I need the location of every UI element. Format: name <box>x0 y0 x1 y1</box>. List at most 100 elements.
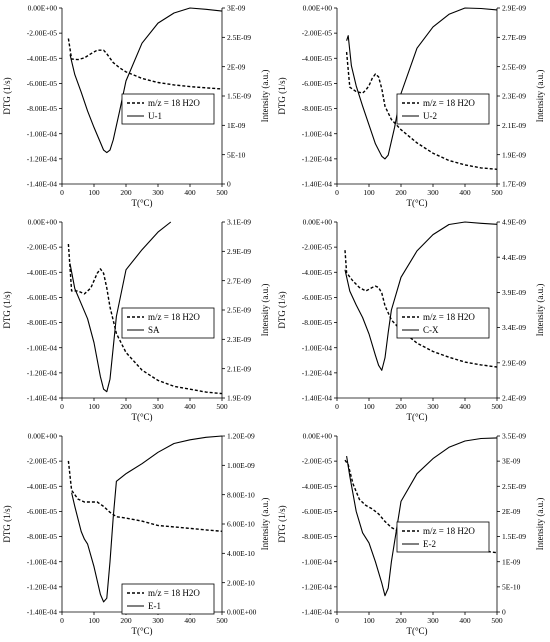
x-tick-label: 100 <box>363 616 375 625</box>
y-left-tick-label: -2.00E-05 <box>302 243 332 252</box>
h2o-dashed-series-line <box>67 38 223 90</box>
y-right-tick-label: 1.7E-09 <box>502 180 526 189</box>
y-left-tick-label: -2.00E-05 <box>27 243 57 252</box>
y-right-tick-label: 4.00E-10 <box>227 549 255 558</box>
x-tick-label: 300 <box>152 402 164 411</box>
legend-box <box>396 521 490 553</box>
y-left-tick-label: -1.40E-04 <box>302 180 332 189</box>
x-tick-label: 100 <box>88 616 100 625</box>
y-left-tick-label: 0.00E+00 <box>303 218 333 227</box>
y-right-tick-label: 2.5E-09 <box>502 62 526 71</box>
y-left-axis-label: DTG (1/s) <box>2 291 12 328</box>
y-left-tick-label: -4.00E-05 <box>27 482 57 491</box>
y-right-axis-label: Intensity (a.u.) <box>535 70 545 123</box>
y-right-tick-label: 3.9E-09 <box>502 288 526 297</box>
y-left-tick-label: -6.00E-05 <box>302 79 332 88</box>
x-tick-label: 300 <box>152 616 164 625</box>
h2o-dashed-series-line <box>344 250 498 368</box>
y-left-axis-label: DTG (1/s) <box>2 77 12 114</box>
chart-svg: 0.00E+00 -2.00E-05 -4.00E-05 -6.00E-05 -8.00… <box>277 4 545 208</box>
x-tick-label: 400 <box>184 616 196 625</box>
y-left-tick-label: -8.00E-05 <box>27 104 57 113</box>
x-tick-label: 100 <box>88 402 100 411</box>
dtg-solid-series-line <box>69 7 223 154</box>
y-left-tick-label: -8.00E-05 <box>27 318 57 327</box>
y-left-tick-label: -6.00E-05 <box>27 293 57 302</box>
x-axis-label: T(°C) <box>406 626 427 636</box>
x-tick-label: 100 <box>363 188 375 197</box>
y-left-axis-label: DTG (1/s) <box>277 77 287 114</box>
y-left-tick-label: -2.00E-05 <box>27 29 57 38</box>
legend-box <box>121 583 215 615</box>
y-right-tick-label: 1.5E-09 <box>502 532 526 541</box>
x-tick-label: 0 <box>335 616 339 625</box>
x-tick-label: 400 <box>184 188 196 197</box>
y-right-tick-label: 1.00E-09 <box>227 461 255 470</box>
y-right-tick-label: 5E-10 <box>502 582 521 591</box>
y-left-tick-label: -8.00E-05 <box>27 532 57 541</box>
x-tick-label: 0 <box>335 188 339 197</box>
y-right-tick-label: 8.00E-10 <box>227 490 255 499</box>
x-tick-label: 100 <box>88 188 100 197</box>
x-tick-label: 400 <box>459 616 471 625</box>
x-tick-label: 100 <box>363 402 375 411</box>
x-tick-label: 200 <box>120 188 132 197</box>
y-right-tick-label: 1.5E-09 <box>227 92 251 101</box>
y-left-tick-label: -1.20E-04 <box>27 582 57 591</box>
y-left-tick-label: -1.20E-04 <box>302 582 332 591</box>
y-right-tick-label: 2.7E-09 <box>502 33 526 42</box>
y-right-tick-label: 2.9E-09 <box>502 4 526 13</box>
legend-box <box>121 93 215 125</box>
legend-label-h2o: m/z = 18 H2O <box>148 588 200 598</box>
x-tick-label: 0 <box>60 188 64 197</box>
x-tick-label: 300 <box>427 402 439 411</box>
chart-svg: 0.00E+00 -2.00E-05 -4.00E-05 -6.00E-05 -8.00… <box>2 218 270 422</box>
x-axis-label: T(°C) <box>406 412 427 422</box>
x-tick-label: 200 <box>120 402 132 411</box>
y-right-tick-label: 4.9E-09 <box>502 218 526 227</box>
y-left-axis-label: DTG (1/s) <box>277 505 287 542</box>
x-tick-label: 300 <box>152 188 164 197</box>
y-left-tick-label: -6.00E-05 <box>302 507 332 516</box>
x-tick-label: 400 <box>459 402 471 411</box>
y-right-axis-label: Intensity (a.u.) <box>260 498 270 551</box>
y-left-tick-label: -2.00E-05 <box>302 29 332 38</box>
h2o-dashed-series-line <box>67 460 223 532</box>
y-left-tick-label: -1.20E-04 <box>302 154 332 163</box>
y-left-tick-label: -1.00E-04 <box>27 129 57 138</box>
chart-panel: 0.00E+00 -2.00E-05 -4.00E-05 -6.00E-05 -8.00… <box>275 214 550 428</box>
y-right-tick-label: 2.4E-09 <box>502 394 526 403</box>
y-left-tick-label: -8.00E-05 <box>302 318 332 327</box>
legend-label-h2o: m/z = 18 H2O <box>148 312 200 322</box>
y-left-tick-label: -1.20E-04 <box>27 368 57 377</box>
y-left-tick-label: -6.00E-05 <box>302 293 332 302</box>
x-tick-label: 500 <box>491 616 503 625</box>
y-right-tick-label: 2.5E-09 <box>227 33 251 42</box>
chart-panel: 0.00E+00 -2.00E-05 -4.00E-05 -6.00E-05 -8.00… <box>0 428 275 642</box>
dtg-solid-series-line <box>346 7 498 160</box>
chart-panel: 0.00E+00 -2.00E-05 -4.00E-05 -6.00E-05 -8.00… <box>0 0 275 214</box>
y-right-tick-label: 1.9E-09 <box>502 150 526 159</box>
chart-panel: 0.00E+00 -2.00E-05 -4.00E-05 -6.00E-05 -8.00… <box>275 428 550 642</box>
legend-label-h2o: m/z = 18 H2O <box>423 526 475 536</box>
y-left-tick-label: -4.00E-05 <box>302 482 332 491</box>
x-tick-label: 200 <box>395 188 407 197</box>
legend-label-sample: SA <box>148 325 160 335</box>
chart-panel: 0.00E+00 -2.00E-05 -4.00E-05 -6.00E-05 -8.00… <box>275 0 550 214</box>
y-right-tick-label: 0 <box>227 180 231 189</box>
y-left-tick-label: -8.00E-05 <box>302 532 332 541</box>
h2o-dashed-series-line <box>67 243 223 395</box>
x-tick-label: 500 <box>216 402 228 411</box>
legend-box <box>396 307 490 339</box>
x-tick-label: 500 <box>216 188 228 197</box>
x-tick-label: 200 <box>120 616 132 625</box>
y-right-tick-label: 3E-09 <box>227 4 246 13</box>
y-right-tick-label: 2.3E-09 <box>227 335 251 344</box>
y-right-tick-label: 3.1E-09 <box>227 218 251 227</box>
y-right-tick-label: 2.1E-09 <box>502 121 526 130</box>
y-left-tick-label: -6.00E-05 <box>27 507 57 516</box>
y-right-tick-label: 3E-09 <box>502 457 521 466</box>
x-axis-label: T(°C) <box>131 412 152 422</box>
y-left-tick-label: -1.20E-04 <box>302 368 332 377</box>
y-right-tick-label: 2E-09 <box>227 62 246 71</box>
